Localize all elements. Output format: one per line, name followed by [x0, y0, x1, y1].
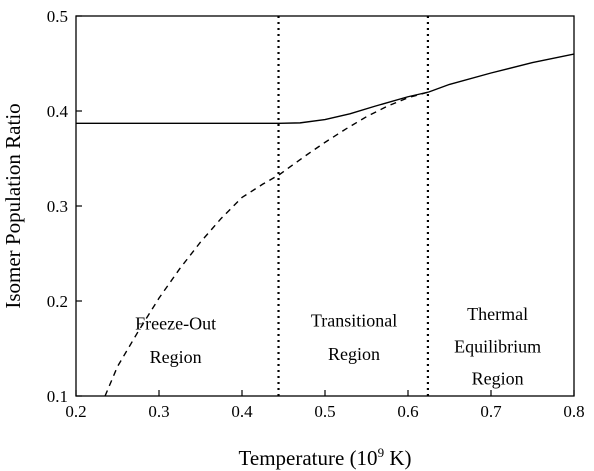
region-label: Transitional	[311, 311, 397, 331]
x-tick-label: 0.6	[397, 402, 418, 421]
x-axis-title-suffix: K)	[384, 446, 411, 470]
region-label: Region	[328, 344, 380, 364]
y-axis-title: Isomer Population Ratio	[1, 103, 25, 308]
y-tick-label: 0.2	[47, 292, 68, 311]
y-tick-label: 0.4	[47, 102, 69, 121]
x-tick-label: 0.3	[148, 402, 169, 421]
region-label: Freeze-Out	[135, 314, 216, 334]
y-tick-label: 0.3	[47, 197, 68, 216]
series-line-solid	[76, 53, 574, 125]
axis-layer: 0.2 0.3 0.4 0.5 0.6 0.7 0.80.10.20.30.40.5	[47, 7, 585, 421]
y-tick-label: 0.1	[47, 387, 68, 406]
region-label: Equilibrium	[454, 336, 541, 356]
x-tick-label: 0.8	[563, 402, 584, 421]
x-axis-title: Temperature (109 K)	[239, 445, 412, 470]
x-tick-label: 0.7	[480, 402, 502, 421]
y-tick-label: 0.5	[47, 7, 68, 26]
region-label: Thermal	[467, 304, 528, 324]
plot-layer	[76, 16, 574, 396]
x-tick-label: 0.4	[231, 402, 253, 421]
x-axis-title-sup: 9	[378, 445, 385, 460]
x-tick-label: 0.2	[65, 402, 86, 421]
region-label: Region	[472, 369, 524, 389]
x-tick-label: 0.5	[314, 402, 335, 421]
x-axis-title-text: Temperature (10	[239, 446, 378, 470]
label-layer: Temperature (109 K) Isomer Population Rat…	[1, 103, 541, 470]
region-label: Region	[150, 347, 202, 367]
series-line-dashed	[104, 91, 429, 396]
